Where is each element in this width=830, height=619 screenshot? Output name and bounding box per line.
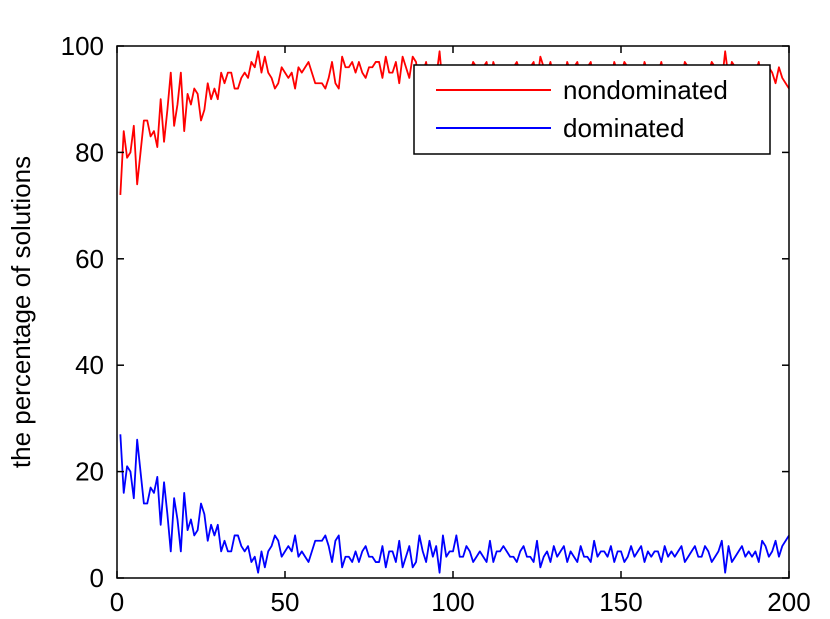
legend: nondominated dominated xyxy=(413,64,771,155)
tick-layer: 0 50 100 150 200 0 20 40 60 80 100 xyxy=(61,31,811,617)
x-tick-label: 150 xyxy=(599,587,642,617)
y-tick-label: 80 xyxy=(75,137,104,167)
legend-label-dominated: dominated xyxy=(563,113,684,143)
y-tick-label: 100 xyxy=(61,31,104,61)
legend-label-nondominated: nondominated xyxy=(563,75,728,105)
y-tick-label: 0 xyxy=(90,563,104,593)
x-tick-label: 200 xyxy=(767,587,810,617)
legend-box xyxy=(413,64,771,155)
y-axis-label: the percentage of solutions xyxy=(6,156,36,468)
x-tick-label: 0 xyxy=(110,587,124,617)
y-tick-label: 20 xyxy=(75,457,104,487)
series-line-dominated xyxy=(119,434,790,574)
y-tick-label: 40 xyxy=(75,350,104,380)
y-tick-label: 60 xyxy=(75,244,104,274)
x-tick-label: 50 xyxy=(271,587,300,617)
x-tick-label: 100 xyxy=(431,587,474,617)
